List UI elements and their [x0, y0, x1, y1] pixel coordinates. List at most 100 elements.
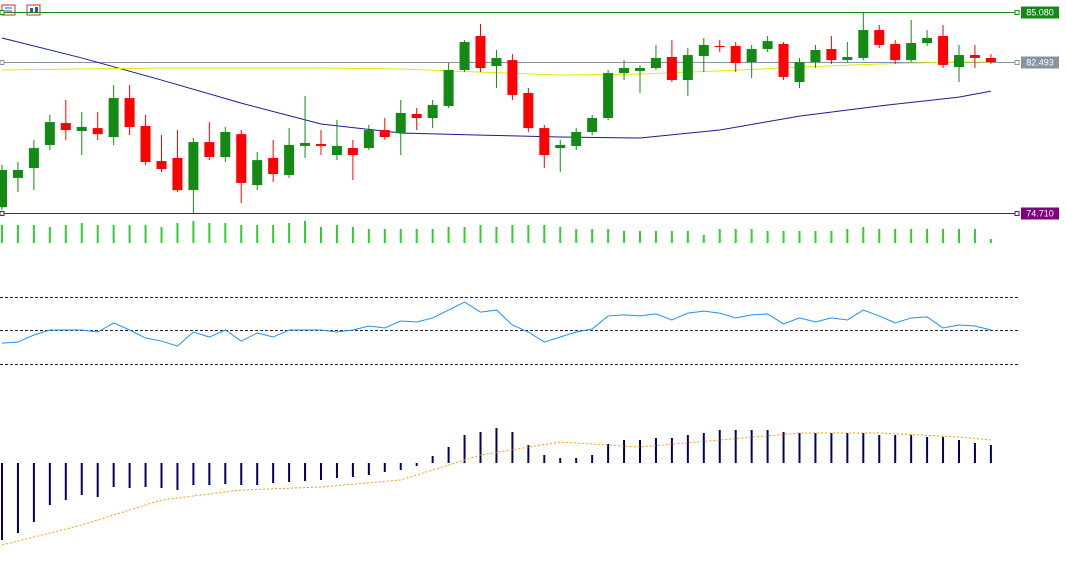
price-label-box	[1021, 56, 1059, 69]
bar	[128, 463, 131, 488]
bar	[639, 440, 641, 463]
bar	[224, 463, 227, 484]
bar	[718, 229, 721, 243]
bar	[367, 229, 370, 243]
candle-body	[523, 93, 534, 129]
bar	[415, 229, 418, 243]
bar	[973, 443, 976, 463]
icon-bar	[30, 8, 33, 13]
indicator-line	[1, 301, 992, 347]
bar	[591, 455, 594, 463]
bar	[112, 225, 115, 243]
bar	[527, 225, 530, 243]
bar	[351, 227, 354, 243]
bar	[989, 239, 992, 243]
candle-body	[331, 145, 342, 156]
bar	[575, 229, 578, 243]
bar	[176, 223, 179, 243]
candle-body	[188, 142, 199, 191]
bar	[48, 463, 51, 505]
bar	[607, 229, 610, 243]
bar	[862, 433, 865, 463]
bar	[192, 463, 195, 485]
bar	[80, 223, 83, 243]
bar	[910, 229, 913, 243]
candle-body	[603, 73, 614, 119]
bar	[1, 463, 3, 540]
bar	[527, 445, 530, 463]
candle-body	[666, 56, 677, 81]
bar	[750, 430, 753, 463]
candle-body	[858, 30, 869, 58]
bar	[96, 225, 99, 243]
bar	[479, 432, 482, 463]
candle-body	[539, 128, 550, 156]
bar	[304, 221, 307, 243]
bar	[878, 435, 881, 463]
price-label: 82.493	[1026, 57, 1054, 67]
bar	[639, 231, 641, 243]
bar	[447, 447, 450, 463]
candle-body	[650, 57, 661, 69]
bar	[894, 435, 897, 463]
bar	[383, 463, 386, 472]
bar	[559, 227, 562, 243]
candle-body	[491, 57, 502, 67]
bar	[304, 463, 307, 481]
candle-body	[347, 148, 358, 156]
candle-body	[172, 157, 183, 191]
candle-body	[44, 122, 55, 145]
bar	[702, 235, 705, 243]
candle-body	[284, 144, 295, 176]
candle-body	[954, 55, 964, 68]
bar	[575, 458, 578, 463]
bar	[431, 229, 434, 243]
bar	[686, 435, 689, 463]
bar	[399, 229, 402, 243]
candle-body	[204, 142, 215, 157]
candle-body	[459, 42, 470, 70]
bar	[670, 231, 673, 243]
bar	[989, 445, 992, 463]
price-line-handle	[1014, 10, 1020, 15]
bar	[48, 227, 51, 243]
bar	[670, 438, 673, 463]
bar	[16, 225, 19, 243]
icon	[26, 4, 41, 16]
bar	[830, 231, 833, 243]
price-label-box	[1021, 6, 1059, 19]
candle-body	[794, 62, 805, 82]
candle-body	[363, 130, 374, 149]
bar	[926, 229, 929, 243]
bar	[702, 433, 705, 463]
bar	[272, 463, 275, 483]
candle-body	[427, 105, 438, 119]
bar	[623, 440, 626, 463]
candle-body	[730, 45, 741, 63]
candle-body	[236, 134, 247, 183]
candle-body	[810, 50, 821, 63]
bar	[64, 463, 67, 500]
bar	[335, 463, 338, 478]
bar	[288, 223, 291, 243]
candle-body	[156, 161, 167, 170]
bar	[543, 225, 546, 243]
bar	[80, 463, 83, 495]
bar	[734, 229, 737, 243]
bar	[511, 225, 514, 243]
candle-body	[0, 169, 7, 208]
bar	[320, 463, 322, 480]
bar	[144, 463, 147, 487]
bar	[335, 225, 338, 243]
bar	[846, 229, 849, 243]
bar	[782, 432, 785, 463]
candle-body	[938, 36, 949, 65]
price-label: 85.080	[1026, 7, 1054, 17]
bar	[623, 231, 626, 243]
bar	[846, 433, 849, 463]
bar	[240, 225, 243, 243]
candle-body	[76, 126, 87, 132]
bar	[160, 227, 163, 243]
bar	[192, 221, 195, 243]
bar	[942, 437, 945, 463]
